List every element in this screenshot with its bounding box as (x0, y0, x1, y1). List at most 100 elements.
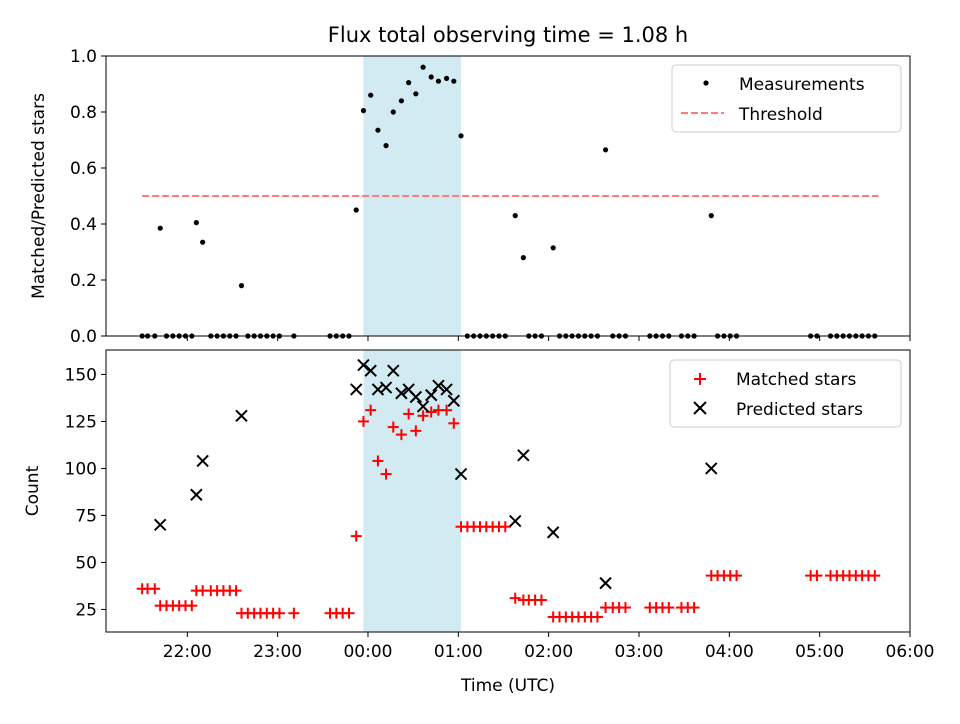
matched-stars-point (395, 429, 407, 441)
matched-stars-point (350, 530, 362, 542)
legend-threshold-label: Threshold (738, 105, 823, 125)
counts-plot-frame (105, 349, 911, 633)
matched-stars-point (591, 611, 603, 623)
predicted-stars-point (416, 400, 430, 413)
counts-legend: Matched stars Predicted stars (669, 359, 902, 428)
ratio-legend-box (671, 64, 902, 133)
measurement-point (193, 220, 199, 226)
counts-panel: 22:00 23:00 00:00 01:00 02:00 03:00 04:00 05:00… (23, 349, 935, 662)
measurement-point (390, 109, 396, 115)
measurement-point (435, 78, 442, 84)
predicted-stars-point (190, 488, 203, 501)
x-axis-label: Time (UTC) (460, 676, 555, 696)
y-tick-label: 75 (75, 506, 97, 526)
matched-stars-point (869, 570, 881, 582)
predicted-stars-point (425, 388, 438, 402)
ratio-y-axis-label: Matched/Predicted stars (29, 93, 49, 299)
measurement-point (353, 207, 359, 213)
predicted-stars-point (235, 409, 248, 423)
matched-stars-point (387, 421, 399, 433)
legend-matched-marker (694, 373, 706, 385)
matched-stars-point (441, 404, 453, 416)
matched-stars-point (380, 468, 392, 480)
matched-stars-point (365, 404, 377, 416)
measurement-point (375, 127, 381, 133)
matched-stars-point (499, 521, 511, 533)
predicted-stars-point (196, 454, 209, 468)
y-tick-label: 50 (75, 553, 97, 573)
measurement-point (512, 213, 518, 219)
x-tick-label: 03:00 (614, 642, 663, 662)
measurement-point (398, 98, 405, 104)
measurement-point (602, 147, 609, 153)
measurement-point (708, 213, 714, 219)
legend-measurements-marker (703, 80, 709, 86)
y-tick-label: 150 (65, 365, 97, 385)
predicted-stars-point (517, 449, 530, 462)
matched-stars-point (230, 585, 242, 597)
x-tick-label: 01:00 (434, 642, 483, 662)
y-tick-label: 0.2 (70, 271, 97, 291)
predicted-stars-point (357, 358, 370, 372)
ratio-legend: Measurements Threshold (671, 64, 902, 133)
x-tick-label: 04:00 (705, 642, 754, 662)
predicted-stars-point (509, 514, 522, 528)
measurement-point (550, 245, 556, 251)
matched-stars-point (509, 592, 521, 604)
ratio-panel: 0.0 0.2 0.4 0.6 0.8 1.0 Matched/Predicted sta… (29, 47, 911, 347)
measurement-point (413, 91, 419, 97)
counts-y-axis-label: Count (23, 465, 43, 516)
x-tick-label: 23:00 (253, 642, 302, 662)
matched-stars-point (186, 600, 198, 612)
x-tick-label: 06:00 (886, 642, 935, 662)
series-predicted-stars (153, 358, 718, 590)
matched-stars-point (663, 602, 675, 614)
predicted-stars-point (599, 576, 612, 590)
y-tick-label: 0.6 (70, 159, 97, 179)
y-tick-label: 0.0 (70, 327, 97, 347)
legend-measurements-label: Measurements (739, 75, 865, 95)
matched-stars-point (372, 455, 384, 467)
x-tick-label: 00:00 (343, 642, 392, 662)
matched-stars-point (273, 607, 285, 619)
measurement-point (451, 78, 457, 84)
matched-stars-point (149, 583, 161, 595)
y-tick-label: 0.4 (70, 215, 97, 235)
y-tick-label: 125 (65, 412, 97, 432)
measurement-point (406, 80, 412, 86)
y-tick-label: 25 (75, 600, 97, 620)
matched-stars-point (731, 570, 743, 582)
matched-stars-point (417, 410, 429, 422)
predicted-stars-point (153, 518, 167, 532)
predicted-stars-point (387, 364, 400, 377)
predicted-stars-point (350, 383, 363, 396)
matched-stars-point (448, 417, 460, 429)
chart-title: Flux total observing time = 1.08 h (328, 23, 688, 47)
measurement-point (458, 133, 464, 139)
legend-predicted-label: Predicted stars (736, 400, 863, 420)
measurement-point (420, 64, 426, 70)
counts-legend-box (669, 359, 902, 428)
matched-stars-point (410, 425, 422, 437)
measurement-point (368, 92, 374, 98)
x-tick-label: 22:00 (163, 642, 212, 662)
measurement-point (428, 74, 434, 80)
matched-stars-point (357, 415, 369, 427)
predicted-stars-point (440, 383, 453, 396)
measurement-point (520, 255, 526, 261)
legend-matched-label: Matched stars (736, 370, 856, 390)
measurement-point (200, 239, 206, 245)
predicted-stars-point (379, 381, 393, 394)
predicted-stars-point (409, 390, 423, 404)
legend-predicted-marker (693, 401, 707, 415)
predicted-stars-point (705, 462, 718, 475)
matched-stars-point (688, 602, 700, 614)
measurement-point (383, 143, 389, 149)
y-tick-label: 0.8 (70, 103, 97, 123)
matched-stars-point (288, 607, 300, 619)
series-matched-stars (136, 404, 881, 623)
predicted-stars-point (432, 379, 445, 392)
matched-stars-point (403, 408, 415, 420)
x-tick-label: 02:00 (524, 642, 573, 662)
